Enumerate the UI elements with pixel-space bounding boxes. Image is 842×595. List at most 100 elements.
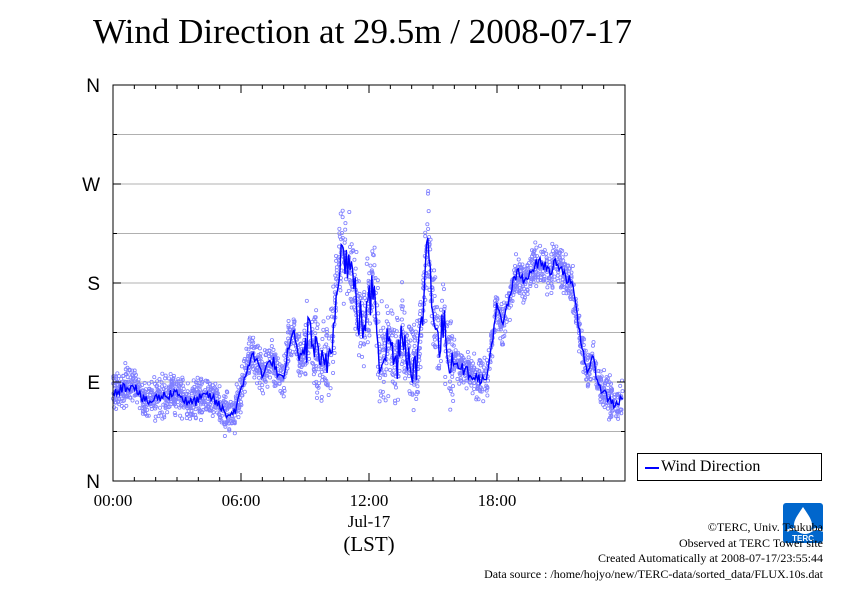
- data-point: [598, 400, 603, 405]
- data-point: [493, 295, 498, 300]
- data-point: [472, 381, 477, 386]
- data-point: [369, 268, 374, 273]
- svg-text:TERC: TERC: [792, 534, 814, 543]
- data-point: [525, 291, 530, 296]
- data-point: [564, 291, 569, 296]
- data-point: [156, 414, 161, 419]
- data-point: [375, 372, 380, 377]
- data-point: [536, 271, 541, 276]
- data-point: [433, 305, 438, 310]
- data-point: [412, 382, 417, 387]
- data-point: [602, 396, 607, 401]
- data-point: [615, 410, 620, 415]
- data-point: [181, 405, 186, 410]
- data-point: [251, 335, 256, 340]
- data-point: [540, 269, 545, 274]
- data-point: [256, 375, 261, 380]
- data-point: [475, 384, 480, 389]
- data-point: [310, 360, 315, 365]
- x-axis-date-label: Jul-17: [347, 512, 391, 531]
- data-point: [116, 399, 121, 404]
- data-point: [334, 268, 339, 273]
- data-point: [381, 338, 386, 343]
- data-point: [319, 398, 324, 403]
- data-point: [340, 208, 345, 213]
- data-point: [379, 393, 384, 398]
- data-point: [443, 375, 448, 380]
- data-point: [426, 209, 431, 214]
- data-point: [461, 356, 466, 361]
- data-point: [321, 367, 326, 372]
- data-point: [481, 399, 486, 404]
- data-point: [538, 277, 543, 282]
- data-point: [348, 245, 353, 250]
- data-point: [349, 299, 354, 304]
- data-point: [275, 360, 280, 365]
- data-point: [465, 359, 470, 364]
- data-point: [319, 395, 324, 400]
- data-point: [485, 384, 490, 389]
- data-point: [618, 383, 623, 388]
- data-point: [409, 380, 414, 385]
- data-point: [199, 381, 204, 386]
- data-point: [546, 276, 551, 281]
- data-point: [390, 371, 395, 376]
- data-point: [326, 315, 331, 320]
- data-point: [196, 383, 201, 388]
- data-point: [320, 374, 325, 379]
- data-point: [376, 311, 381, 316]
- data-point: [378, 328, 383, 333]
- data-point: [172, 410, 177, 415]
- data-point: [321, 327, 326, 332]
- data-point: [157, 377, 162, 382]
- data-point: [331, 284, 336, 289]
- data-point: [151, 392, 156, 397]
- data-point: [229, 416, 234, 421]
- data-point: [119, 404, 124, 409]
- data-point: [567, 271, 572, 276]
- data-point: [250, 351, 255, 356]
- data-point: [314, 383, 319, 388]
- chart-title: Wind Direction at 29.5m / 2008-07-17: [93, 12, 633, 51]
- data-point: [583, 348, 588, 353]
- data-point: [146, 413, 151, 418]
- data-point: [324, 329, 329, 334]
- data-point: [377, 399, 382, 404]
- data-point: [400, 323, 405, 328]
- data-point: [227, 404, 232, 409]
- data-point: [414, 392, 419, 397]
- data-point: [241, 358, 246, 363]
- data-point: [377, 334, 382, 339]
- data-point: [165, 410, 170, 415]
- data-point: [386, 394, 391, 399]
- data-point: [417, 312, 422, 317]
- data-point: [181, 391, 186, 396]
- data-point: [121, 374, 126, 379]
- data-point: [261, 391, 266, 396]
- data-point: [588, 377, 593, 382]
- data-point: [448, 319, 453, 324]
- data-point: [557, 251, 562, 256]
- data-point: [168, 372, 173, 377]
- data-point: [408, 391, 413, 396]
- data-point: [475, 385, 480, 390]
- data-point: [528, 266, 533, 271]
- data-point: [585, 382, 590, 387]
- data-point: [381, 395, 386, 400]
- data-point: [438, 307, 443, 312]
- data-point: [453, 356, 458, 361]
- data-point: [441, 287, 446, 292]
- data-point: [252, 375, 257, 380]
- data-point: [366, 281, 371, 286]
- data-point: [372, 245, 377, 250]
- data-point: [236, 385, 241, 390]
- data-point: [136, 377, 141, 382]
- data-point: [464, 386, 469, 391]
- data-point: [431, 342, 436, 347]
- data-point: [223, 395, 228, 400]
- data-point: [314, 395, 319, 400]
- data-point: [315, 384, 320, 389]
- data-point: [585, 384, 590, 389]
- data-point: [231, 404, 236, 409]
- data-point: [125, 370, 130, 375]
